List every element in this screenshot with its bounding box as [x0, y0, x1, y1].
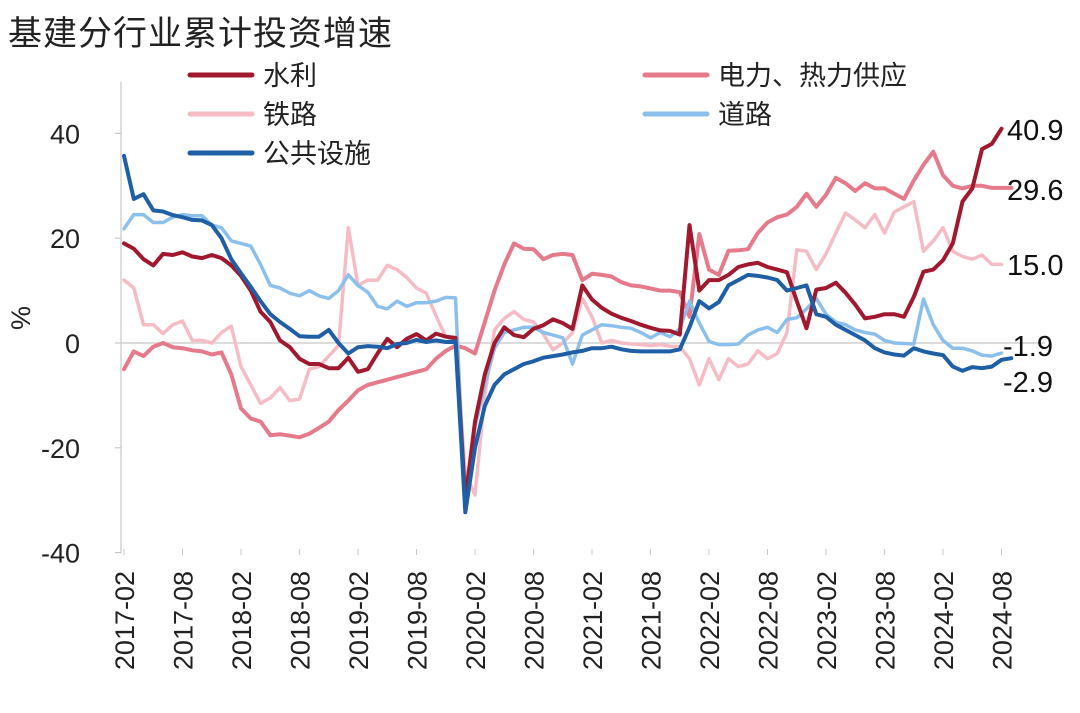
x-tick-label: 2023-02: [812, 571, 842, 670]
chart-title: 基建分行业累计投资增速: [8, 14, 393, 54]
y-tick-label: 40: [50, 119, 80, 149]
legend-item: 电力、热力供应: [642, 61, 907, 92]
x-tick-label: 2023-08: [871, 571, 901, 670]
end-label: 29.6: [1007, 175, 1063, 207]
x-tick-label: 2019-08: [403, 571, 433, 670]
legend-item: 道路: [642, 100, 772, 131]
legend-item: 水利: [187, 61, 317, 92]
y-tick-label: 20: [50, 224, 80, 254]
x-tick-label: 2021-02: [578, 571, 608, 670]
end-label: -2.9: [1003, 367, 1053, 399]
x-tick-label: 2018-02: [227, 571, 257, 670]
y-tick-label: -40: [41, 539, 80, 569]
x-tick-label: 2022-02: [695, 571, 725, 670]
y-tick-label: 0: [65, 329, 80, 359]
end-label: 15.0: [1007, 250, 1063, 282]
legend-item: 铁路: [187, 100, 317, 131]
series-line-3: [122, 212, 1004, 513]
series-line-4: [122, 153, 1014, 515]
legend-label: 水利: [263, 61, 317, 92]
y-tick-label: -20: [41, 434, 80, 464]
x-tick-label: 2017-08: [169, 571, 199, 670]
x-tick-label: 2024-02: [929, 571, 959, 670]
legend-item: 公共设施: [187, 139, 371, 170]
x-tick-label: 2024-08: [988, 571, 1018, 670]
series-line-1: [122, 149, 1014, 440]
x-tick-label: 2017-02: [110, 571, 140, 670]
axes: 40 20 0 -20 -40% 2017-02 2017-08 2018-02 2018-08…: [6, 82, 1045, 670]
series-line-0: [122, 126, 1004, 503]
y-axis-label: %: [6, 306, 36, 330]
end-label: -1.9: [1003, 331, 1053, 363]
legend-label: 公共设施: [263, 139, 371, 170]
x-tick-label: 2022-08: [754, 571, 784, 670]
legend-label: 道路: [718, 100, 772, 131]
legend-label: 铁路: [263, 100, 317, 131]
x-tick-label: 2019-02: [344, 571, 374, 670]
series-line-2: [122, 199, 1004, 497]
series-layer: [122, 126, 1014, 515]
x-tick-label: 2018-08: [286, 571, 316, 670]
x-tick-label: 2021-08: [637, 571, 667, 670]
end-labels: 40.9 29.6 15.0 -1.9 -2.9: [1003, 115, 1063, 399]
legend-label: 电力、热力供应: [718, 61, 907, 92]
end-label: 40.9: [1007, 115, 1063, 147]
x-tick-label: 2020-02: [461, 571, 491, 670]
x-tick-label: 2020-08: [520, 571, 550, 670]
